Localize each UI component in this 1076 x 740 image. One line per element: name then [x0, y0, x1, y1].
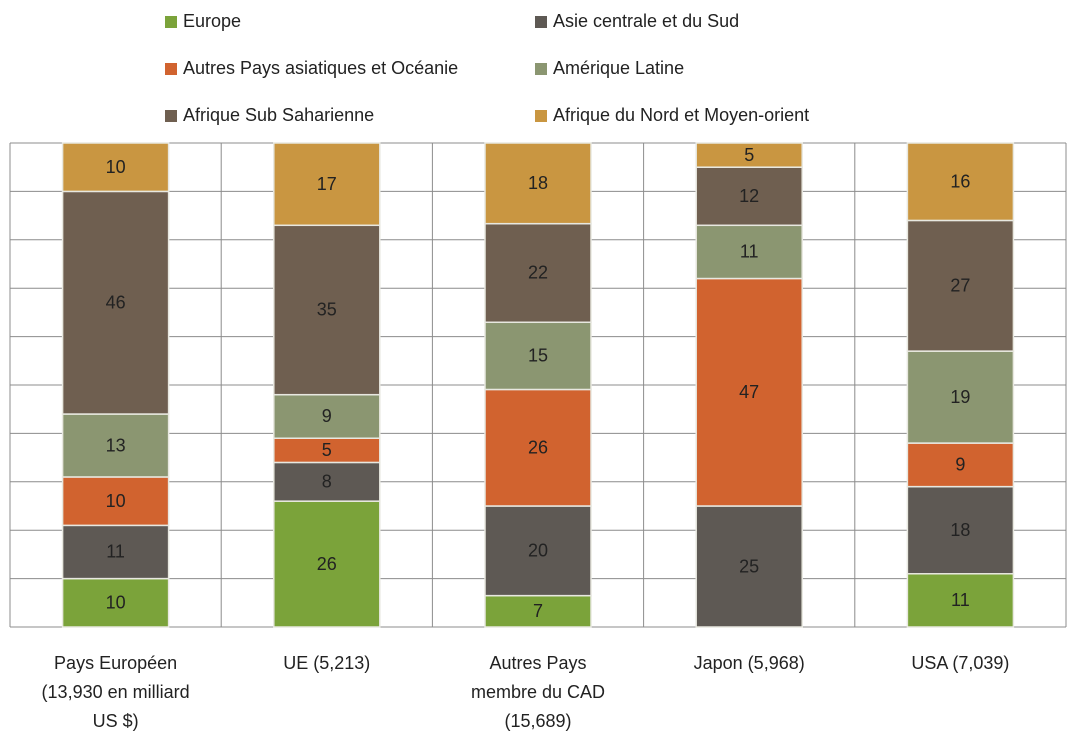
legend-label: Amérique Latine [553, 58, 684, 78]
data-label: 46 [106, 292, 126, 312]
data-label: 5 [322, 440, 332, 460]
bar-segment [484, 222, 592, 324]
bar-segment [484, 388, 592, 507]
legend-swatch [535, 110, 547, 122]
bar-segment [484, 505, 592, 597]
legend-swatch [165, 63, 177, 75]
bar-segment [61, 413, 170, 478]
bar-segment [906, 142, 1015, 222]
data-label: 8 [322, 472, 332, 492]
legend-label: Autres Pays asiatiques et Océanie [183, 58, 458, 78]
bar-segment [484, 321, 592, 391]
x-tick-label: Pays Européen (13,930 en milliard US $) [41, 653, 190, 731]
bar-segment [273, 142, 381, 227]
bar-segment [61, 577, 170, 628]
data-label: 12 [739, 186, 759, 206]
data-label: 26 [528, 437, 548, 457]
bar-segment [61, 476, 170, 527]
data-label: 5 [744, 145, 754, 165]
bar-segment [484, 594, 592, 628]
bar-segment [61, 190, 170, 415]
legend-swatch [535, 63, 547, 75]
data-label: 18 [528, 173, 548, 193]
x-tick-label: Japon (5,968) [693, 653, 805, 673]
legend-swatch [165, 16, 177, 28]
bar-segment [906, 350, 1015, 444]
legend-label: Europe [183, 11, 241, 31]
bar-segment [906, 573, 1015, 628]
data-label: 26 [317, 554, 337, 574]
bar-segment [61, 142, 170, 193]
bar-segment [484, 142, 592, 225]
bar-segment [695, 224, 803, 280]
bar-segment [695, 505, 803, 628]
bar-segment [695, 142, 803, 168]
legend-swatch [165, 110, 177, 122]
data-label: 11 [951, 590, 970, 610]
legend-label: Afrique du Nord et Moyen-orient [553, 105, 809, 125]
data-label: 10 [106, 593, 126, 613]
x-tick-label: Autres Pays membre du CAD (15,689) [470, 653, 606, 731]
data-label: 47 [739, 382, 759, 402]
data-label: 20 [528, 541, 548, 561]
legend-label: Afrique Sub Saharienne [183, 105, 374, 125]
data-label: 9 [322, 406, 332, 426]
data-label: 25 [739, 556, 759, 576]
data-label: 10 [106, 491, 126, 511]
bar-segment [273, 461, 381, 502]
x-tick-label: UE (5,213) [283, 653, 371, 673]
data-label: 35 [317, 300, 337, 320]
data-label: 15 [528, 346, 548, 366]
data-label: 18 [950, 520, 970, 540]
data-label: 13 [106, 435, 126, 455]
data-label: 11 [740, 242, 759, 262]
data-label: 9 [955, 455, 965, 475]
bar-segment [61, 524, 170, 580]
bar-segment [906, 485, 1015, 575]
x-tick-label: USA (7,039) [911, 653, 1010, 673]
bar-segment [273, 393, 381, 439]
data-label: 22 [528, 263, 548, 283]
bar-segment [273, 224, 381, 396]
legend-label: Asie centrale et du Sud [553, 11, 739, 31]
data-label: 11 [106, 542, 125, 562]
data-label: 19 [950, 387, 970, 407]
data-label: 10 [106, 157, 126, 177]
bar-segment [695, 166, 803, 227]
data-label: 17 [317, 174, 337, 194]
data-label: 27 [950, 276, 970, 296]
data-label: 7 [533, 601, 543, 621]
data-label: 16 [950, 171, 970, 191]
legend-swatch [535, 16, 547, 28]
